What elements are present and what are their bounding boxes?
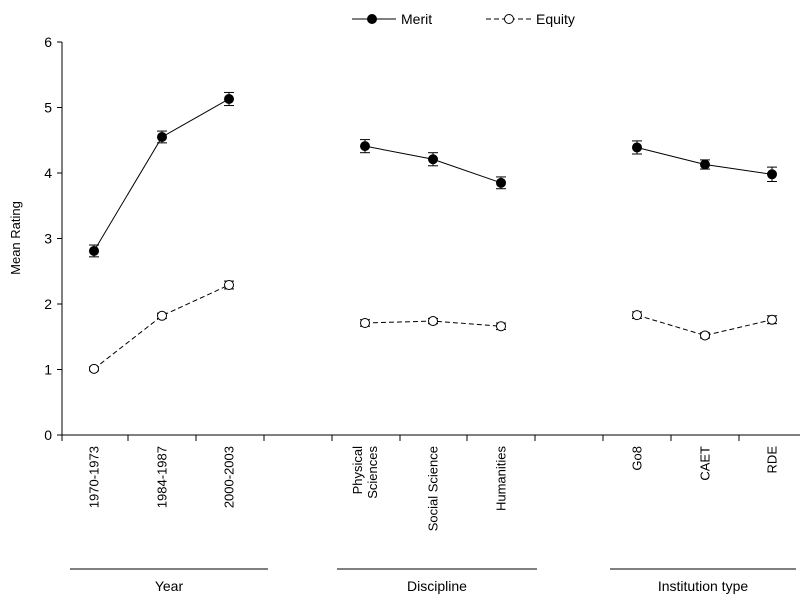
legend-merit-marker xyxy=(367,14,377,24)
equity-point xyxy=(496,321,506,332)
x-tick-label: RDE xyxy=(765,446,780,474)
equity-point xyxy=(157,310,167,321)
equity-point xyxy=(360,317,370,328)
y-tick-label: 4 xyxy=(44,165,52,181)
group-label: Institution type xyxy=(658,578,748,594)
axes: 0 1 2 3 4 5 6 1970-1973 1984-1987 2000-2003 Physic… xyxy=(44,34,800,531)
merit-line xyxy=(93,98,230,252)
legend: Merit Equity xyxy=(352,11,575,27)
x-tick-label: Go8 xyxy=(630,446,645,471)
y-tick-label: 3 xyxy=(44,231,52,247)
x-tick-label-line: RDE xyxy=(765,446,780,474)
x-tick-label-line: Go8 xyxy=(630,446,645,471)
equity-line xyxy=(636,314,773,336)
x-tick-label-line: CAET xyxy=(698,446,713,481)
y-tick-label: 2 xyxy=(44,296,52,312)
equity-point xyxy=(224,280,234,291)
merit-point xyxy=(89,245,99,256)
equity-point xyxy=(89,363,99,374)
x-tick-label: Social Science xyxy=(426,446,441,531)
equity-point xyxy=(428,316,438,327)
y-tick-label: 0 xyxy=(44,427,52,443)
x-tick-label-line: 2000-2003 xyxy=(222,446,237,508)
equity-point xyxy=(767,314,777,325)
equity-point xyxy=(632,310,642,321)
y-tick-label: 6 xyxy=(44,34,52,50)
x-tick-label: 1984-1987 xyxy=(155,446,170,508)
merit-point xyxy=(428,154,438,165)
merit-point xyxy=(700,159,710,170)
y-tick-label: 1 xyxy=(44,362,52,378)
x-tick-label-line: Sciences xyxy=(365,446,380,499)
x-tick-label: Humanities xyxy=(494,446,509,512)
x-tick-label-line: 1984-1987 xyxy=(155,446,170,508)
merit-point xyxy=(767,169,777,180)
legend-merit-label: Merit xyxy=(401,11,432,27)
y-tick-label: 5 xyxy=(44,100,52,116)
x-tick-label-line: Physical xyxy=(350,446,365,495)
group-label: Year xyxy=(155,578,184,594)
group-label: Discipline xyxy=(407,578,467,594)
legend-equity-marker xyxy=(504,14,514,24)
group-labels: Year Discipline Institution type xyxy=(70,568,796,594)
x-tick-label-line: Humanities xyxy=(494,446,509,512)
merit-point xyxy=(224,93,234,104)
x-tick-label: 1970-1973 xyxy=(87,446,102,508)
x-tick-label: CAET xyxy=(698,446,713,481)
merit-point xyxy=(157,131,167,142)
x-tick-label: PhysicalSciences xyxy=(350,446,380,499)
plot-marks xyxy=(89,91,777,374)
x-tick-label: 2000-2003 xyxy=(222,446,237,508)
merit-point xyxy=(632,142,642,153)
legend-equity-label: Equity xyxy=(536,11,575,27)
y-axis-label: Mean Rating xyxy=(8,201,23,275)
equity-line xyxy=(93,284,230,370)
merit-point xyxy=(496,177,506,188)
equity-point xyxy=(700,330,710,341)
x-tick-label-line: Social Science xyxy=(426,446,441,531)
x-tick-label-line: 1970-1973 xyxy=(87,446,102,508)
merit-point xyxy=(360,141,370,152)
